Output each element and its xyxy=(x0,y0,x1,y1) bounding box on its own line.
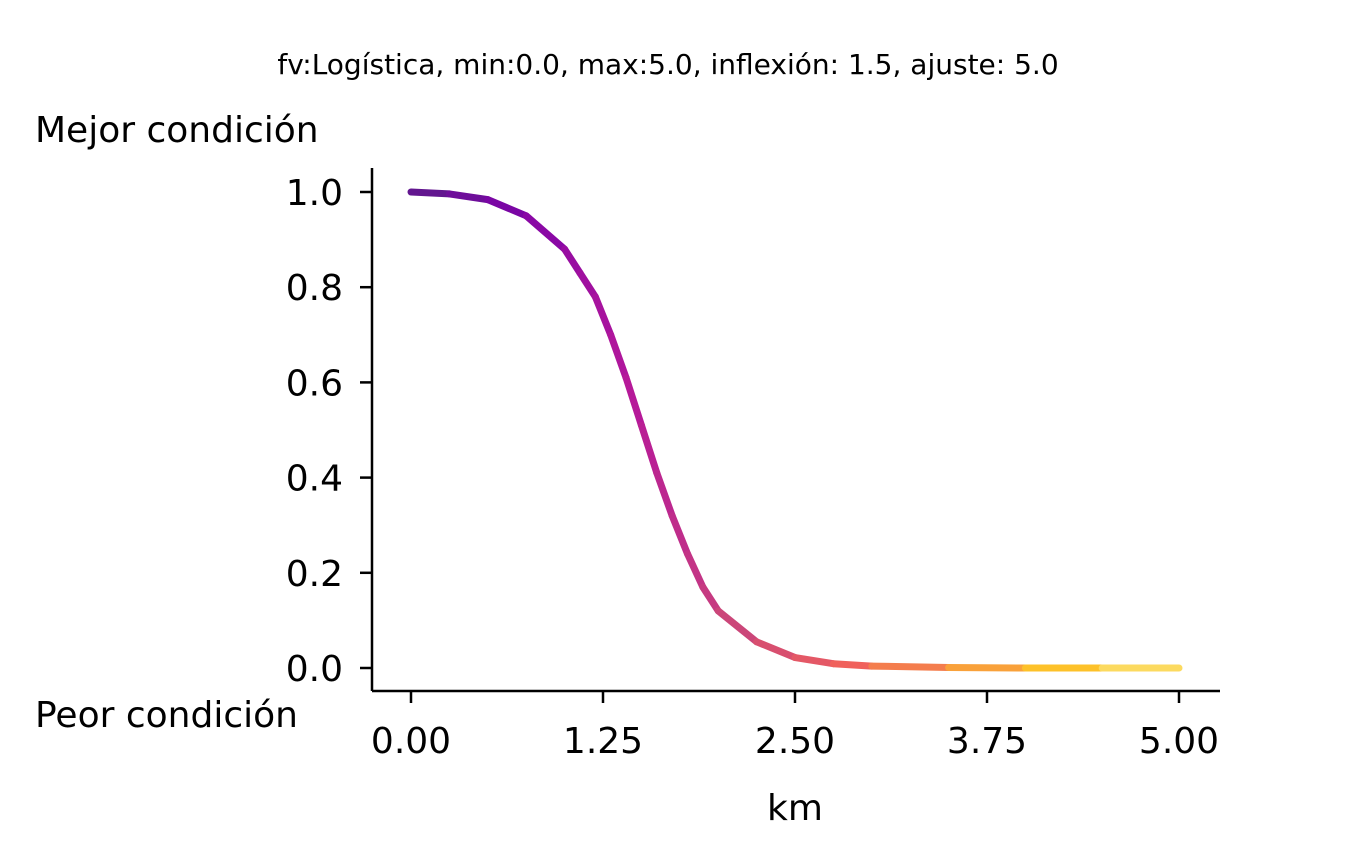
line-segment xyxy=(791,654,837,668)
line-segment xyxy=(829,660,876,670)
line-segment xyxy=(576,269,599,301)
line-segment xyxy=(607,331,630,382)
x-tick-label: 0.00 xyxy=(371,721,451,762)
line-segment xyxy=(445,190,492,204)
data-line xyxy=(407,188,1183,672)
x-tick-label: 5.00 xyxy=(1139,721,1219,762)
line-segment xyxy=(591,293,615,339)
x-tick-label: 1.25 xyxy=(563,721,643,762)
line-segment xyxy=(699,583,722,615)
x-axis-ticks: 0.00 1.25 2.50 3.75 5.00 xyxy=(371,691,1219,762)
line-segment xyxy=(407,188,453,198)
line-segment xyxy=(714,607,761,646)
x-tick-label: 2.50 xyxy=(755,721,835,762)
y-tick-label: 1.0 xyxy=(286,173,343,214)
line-segment xyxy=(637,421,661,477)
line-segment xyxy=(622,374,645,429)
y-tick-label: 0.0 xyxy=(286,649,343,690)
line-segment xyxy=(753,638,799,662)
line-segment xyxy=(561,245,584,277)
line-segment xyxy=(484,196,530,220)
y-tick-label: 0.4 xyxy=(286,459,343,500)
y-tick-label: 0.2 xyxy=(286,554,343,595)
line-segment xyxy=(868,662,953,672)
y-axis-ticks: 0.0 0.2 0.4 0.6 0.8 1.0 xyxy=(286,173,372,690)
line-segment xyxy=(653,469,676,520)
y-tick-label: 0.6 xyxy=(286,363,343,404)
chart-title: fv:Logística, min:0.0, max:5.0, inflexió… xyxy=(277,48,1058,81)
y-label-bottom: Peor condición xyxy=(35,695,298,736)
line-segment xyxy=(668,512,691,558)
x-tick-label: 3.75 xyxy=(947,721,1027,762)
x-axis-label: km xyxy=(767,788,823,829)
line-segment xyxy=(522,212,569,253)
line-segment xyxy=(683,550,707,591)
y-tick-label: 0.8 xyxy=(286,268,343,309)
y-label-top: Mejor condición xyxy=(35,110,319,151)
